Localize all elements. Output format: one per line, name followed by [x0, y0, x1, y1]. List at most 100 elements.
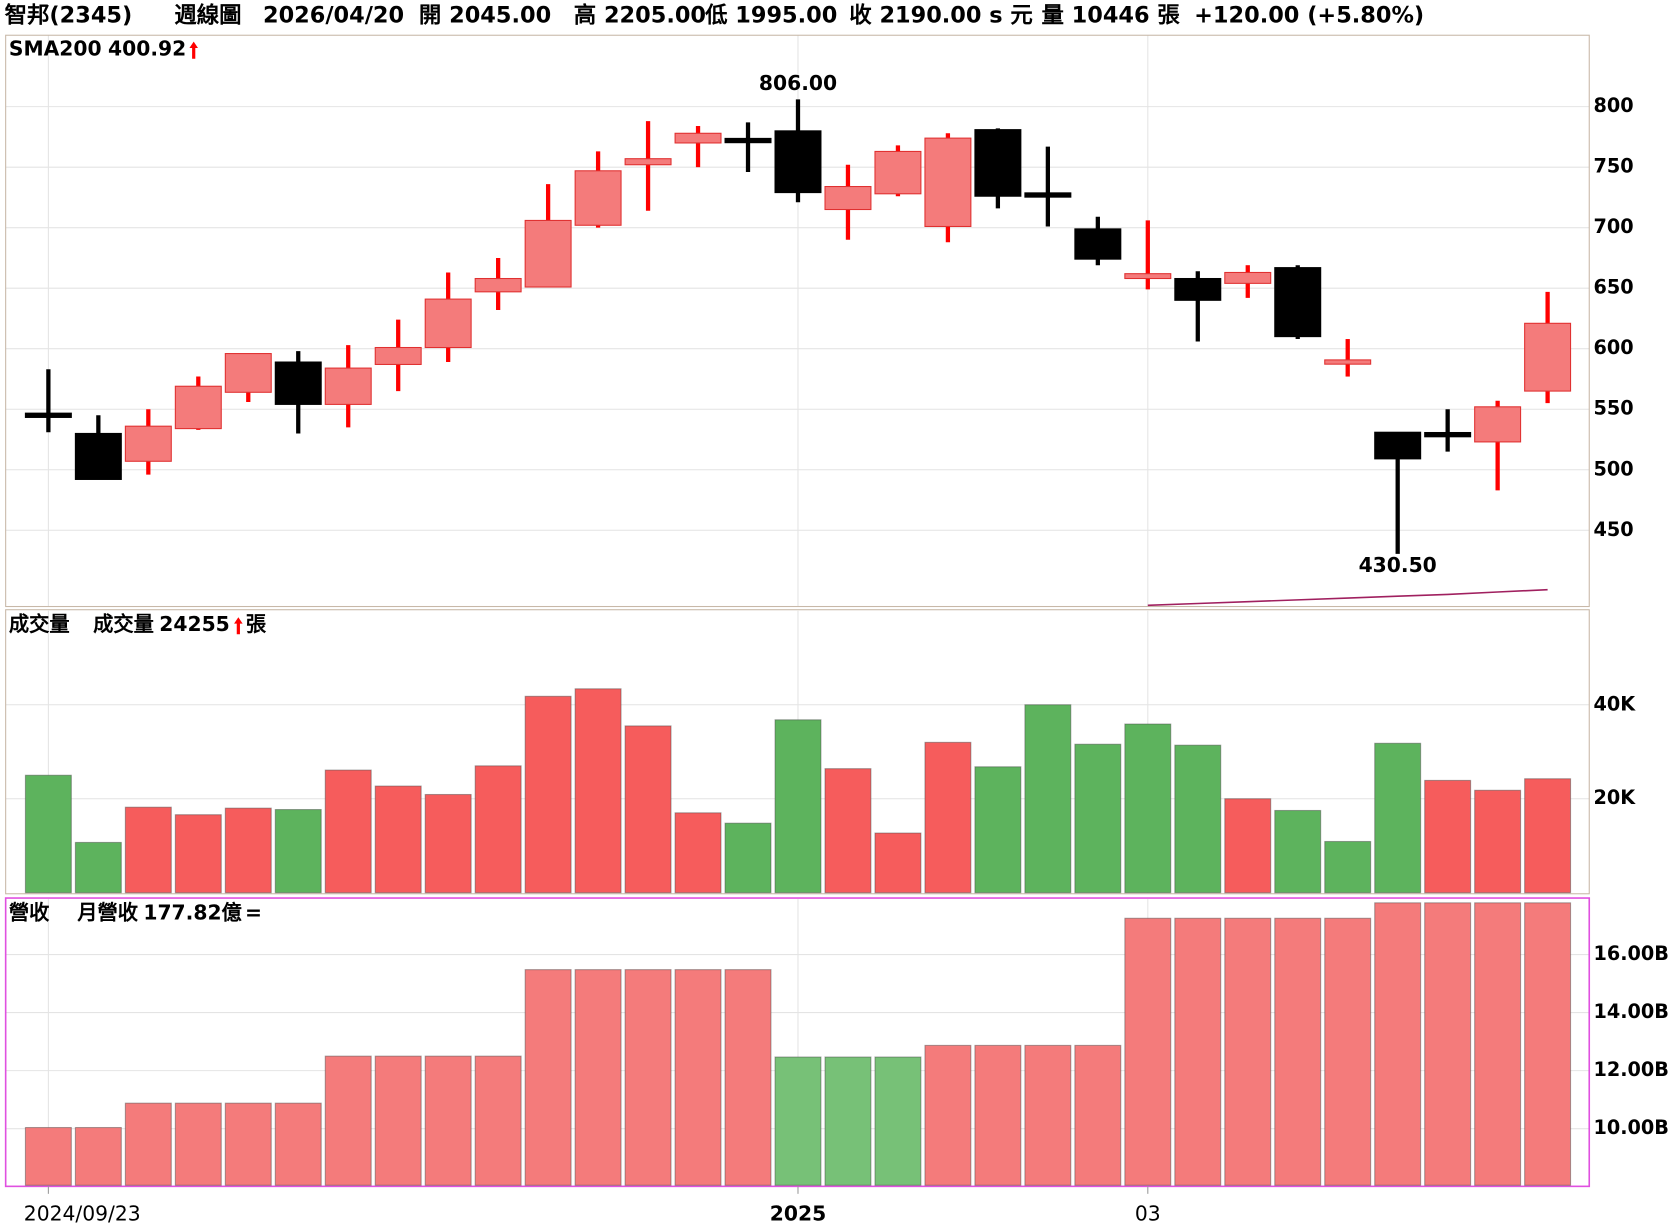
bar — [774, 719, 822, 894]
candle-body — [1524, 322, 1572, 392]
candle-body — [1224, 271, 1272, 284]
candle-body — [774, 130, 822, 194]
bar — [1074, 743, 1122, 894]
bar — [674, 812, 722, 894]
bar — [1174, 917, 1222, 1186]
bar — [24, 774, 72, 894]
x-tick-label: 03 — [1135, 1202, 1161, 1226]
bar — [874, 1056, 922, 1186]
bar — [574, 688, 622, 894]
panel-title: 成交量 — [9, 612, 70, 636]
y-tick-label: 450 — [1594, 518, 1634, 541]
bar — [1024, 1044, 1072, 1186]
candle-body — [924, 137, 972, 228]
candle-body — [1274, 267, 1322, 338]
bar — [1374, 742, 1422, 894]
bar — [574, 969, 622, 1186]
candle-body — [1074, 228, 1122, 260]
candle-body — [1124, 273, 1172, 280]
bar — [924, 741, 972, 894]
bar — [324, 1055, 372, 1186]
candle-body — [224, 353, 272, 393]
y-tick-label: 500 — [1594, 457, 1634, 480]
bar — [1174, 744, 1222, 894]
volume-frame — [5, 609, 1590, 895]
candle-body — [824, 185, 872, 211]
bar — [1474, 902, 1522, 1186]
bar — [24, 1126, 72, 1186]
candle-body — [974, 129, 1022, 197]
bar — [74, 841, 122, 894]
bar — [224, 807, 272, 894]
bar — [74, 1126, 122, 1186]
trend-arrow — [234, 617, 243, 635]
bar — [524, 695, 572, 894]
candle-body — [574, 170, 622, 226]
bar — [1224, 798, 1272, 894]
candle-body — [74, 432, 122, 480]
candle-body — [1474, 406, 1522, 443]
bar — [474, 765, 522, 894]
bar — [1274, 809, 1322, 894]
bar — [374, 1055, 422, 1186]
candle-body — [24, 412, 72, 418]
candle-body — [424, 298, 472, 349]
candle-body — [724, 137, 772, 144]
candle-body — [1024, 192, 1072, 198]
y-tick-label: 40K — [1594, 692, 1637, 715]
bar — [624, 725, 672, 894]
sma-line — [1147, 588, 1548, 607]
legend-trend: = — [245, 901, 262, 925]
bar — [324, 769, 372, 894]
bar — [1124, 723, 1172, 894]
candle-body — [1174, 277, 1222, 301]
candle-body — [1424, 431, 1472, 438]
y-tick-label: 800 — [1594, 94, 1634, 117]
bar — [224, 1102, 272, 1186]
bar — [1374, 902, 1422, 1186]
high: 高 2205.00 — [574, 2, 706, 29]
volume: 量 10446 張 — [1041, 3, 1180, 29]
bar — [1024, 704, 1072, 894]
y-tick-label: 750 — [1594, 155, 1634, 178]
bar — [1324, 917, 1372, 1186]
candle-body — [524, 219, 572, 288]
bar — [1074, 1044, 1122, 1186]
candle-body — [374, 346, 422, 365]
bar — [974, 766, 1022, 894]
y-tick-label: 10.00B — [1594, 1116, 1669, 1139]
bar — [1474, 789, 1522, 894]
change: +120.00 (+5.80%) — [1194, 3, 1424, 29]
candle-body — [474, 277, 522, 293]
bar — [724, 822, 772, 894]
stock-name: 智邦(2345) — [5, 2, 133, 29]
legend-unit: 張 — [246, 612, 267, 636]
bar — [1274, 917, 1322, 1186]
low: 低 1995.00 — [704, 3, 837, 29]
y-tick-label: 12.00B — [1594, 1058, 1669, 1081]
bar — [624, 969, 672, 1186]
bar — [974, 1044, 1022, 1186]
x-tick-label: 2024/09/23 — [24, 1202, 141, 1226]
bar — [724, 969, 772, 1186]
bar — [274, 809, 322, 894]
bar — [1424, 779, 1472, 894]
y-tick-label: 16.00B — [1594, 942, 1669, 965]
legend-value: 177.82億 — [143, 901, 242, 925]
bar — [1224, 917, 1272, 1186]
bar — [824, 768, 872, 894]
bar — [1324, 840, 1372, 894]
candle-body — [1374, 431, 1422, 460]
bar — [1424, 902, 1472, 1186]
y-tick-label: 20K — [1594, 786, 1637, 809]
price-annotation: 430.50 — [1359, 553, 1437, 577]
close: 收 2190.00 s 元 — [849, 2, 1033, 29]
legend-value: 400.92 — [108, 37, 186, 61]
x-tick-label: 2025 — [770, 1202, 826, 1226]
bar — [174, 1102, 222, 1186]
bar — [474, 1055, 522, 1186]
trend-arrow — [189, 41, 198, 59]
bar — [174, 814, 222, 894]
bar — [774, 1056, 822, 1186]
